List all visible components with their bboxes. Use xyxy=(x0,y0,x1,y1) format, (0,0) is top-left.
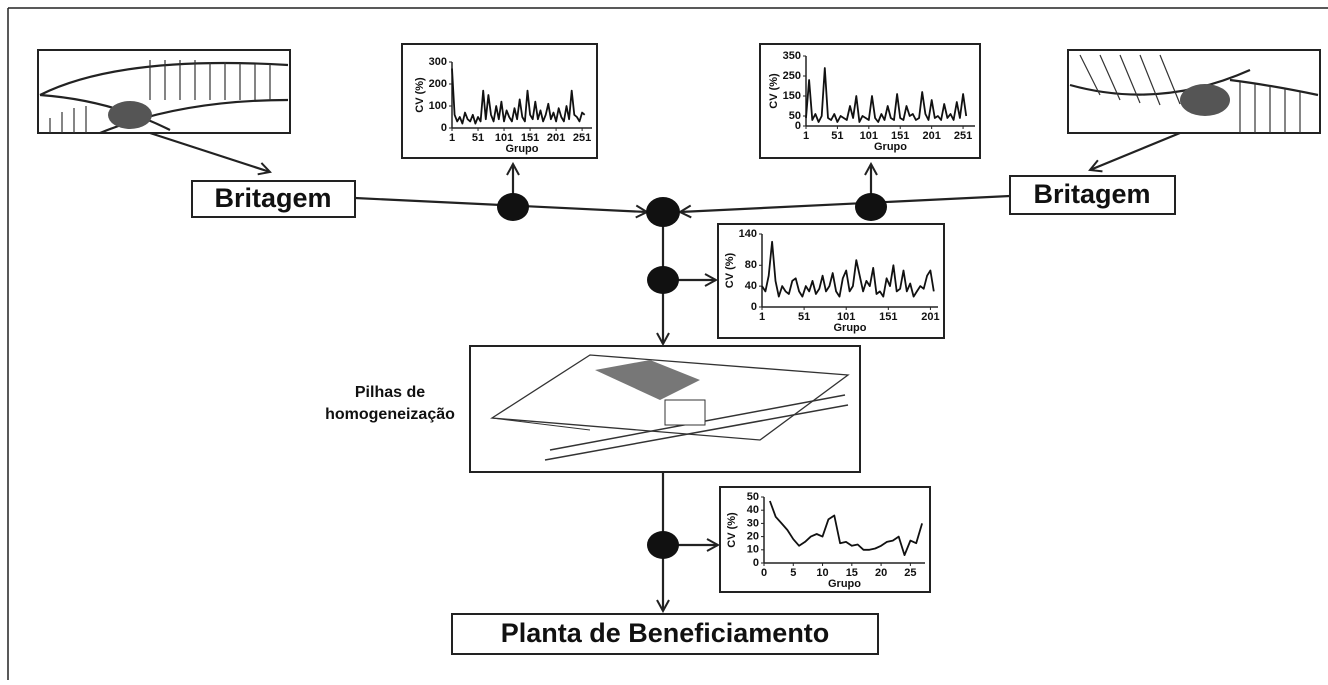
y-tick-label: 40 xyxy=(745,280,757,292)
x-tick-label: 5 xyxy=(790,567,796,579)
x-tick-label: 201 xyxy=(922,130,940,142)
sampling-points xyxy=(497,193,887,559)
x-axis-label: Grupo xyxy=(828,578,861,590)
stockpile-image xyxy=(469,345,861,473)
x-tick-label: 51 xyxy=(472,132,484,144)
y-axis-label: CV (%) xyxy=(414,77,426,113)
x-axis-label: Grupo xyxy=(506,143,539,155)
x-axis-label: Grupo xyxy=(834,322,867,334)
y-tick-label: 150 xyxy=(783,90,801,102)
y-tick-label: 40 xyxy=(747,504,759,516)
y-tick-label: 50 xyxy=(747,491,759,503)
x-axis-label: Grupo xyxy=(874,141,907,153)
x-tick-label: 1 xyxy=(449,132,455,144)
y-tick-label: 300 xyxy=(429,56,447,68)
y-axis-label: CV (%) xyxy=(768,73,780,109)
x-tick-label: 1 xyxy=(803,130,809,142)
y-tick-label: 50 xyxy=(789,110,801,122)
x-tick-label: 20 xyxy=(875,567,887,579)
y-tick-label: 0 xyxy=(751,301,757,313)
x-tick-label: 151 xyxy=(891,130,909,142)
x-tick-label: 15 xyxy=(846,567,858,579)
x-tick-label: 10 xyxy=(816,567,828,579)
britagem-box xyxy=(1009,175,1176,215)
y-tick-label: 30 xyxy=(747,517,759,529)
stockpile-label: homogeneização xyxy=(325,406,455,423)
y-tick-label: 350 xyxy=(783,50,801,62)
y-tick-label: 200 xyxy=(429,78,447,90)
x-tick-label: 151 xyxy=(521,132,539,144)
britagem-label: Britagem xyxy=(214,183,331,213)
x-tick-label: 0 xyxy=(761,567,767,579)
x-tick-label: 1 xyxy=(759,311,765,323)
britagem-label: Britagem xyxy=(1033,179,1150,209)
y-tick-label: 0 xyxy=(753,557,759,569)
planta-label: Planta de Beneficiamento xyxy=(501,618,830,648)
x-tick-label: 51 xyxy=(831,130,843,142)
x-tick-label: 201 xyxy=(921,311,939,323)
y-tick-label: 250 xyxy=(783,70,801,82)
y-tick-label: 0 xyxy=(441,122,447,134)
data-line xyxy=(761,240,935,298)
data-line xyxy=(451,68,586,125)
data-line xyxy=(769,500,923,556)
crusher-right-image xyxy=(1067,49,1321,134)
data-line xyxy=(805,67,968,123)
x-tick-label: 251 xyxy=(573,132,591,144)
crusher-left-image xyxy=(37,49,291,135)
y-tick-label: 100 xyxy=(429,100,447,112)
chart-frame xyxy=(759,43,981,159)
x-tick-label: 151 xyxy=(879,311,897,323)
x-tick-label: 101 xyxy=(837,311,855,323)
stockpile-label: Pilhas de xyxy=(355,384,425,401)
x-tick-label: 101 xyxy=(860,130,878,142)
y-axis-label: CV (%) xyxy=(726,512,738,548)
planta-box xyxy=(451,613,879,655)
y-tick-label: 20 xyxy=(747,531,759,543)
x-tick-label: 25 xyxy=(904,567,916,579)
y-tick-label: 10 xyxy=(747,544,759,556)
x-tick-label: 201 xyxy=(547,132,565,144)
y-tick-label: 0 xyxy=(795,120,801,132)
x-tick-label: 251 xyxy=(954,130,972,142)
chart-frame xyxy=(401,43,598,159)
britagem-box xyxy=(191,180,356,218)
x-tick-label: 51 xyxy=(798,311,810,323)
x-tick-label: 101 xyxy=(495,132,513,144)
y-tick-label: 140 xyxy=(739,228,757,240)
y-tick-label: 80 xyxy=(745,259,757,271)
y-axis-label: CV (%) xyxy=(724,252,736,288)
